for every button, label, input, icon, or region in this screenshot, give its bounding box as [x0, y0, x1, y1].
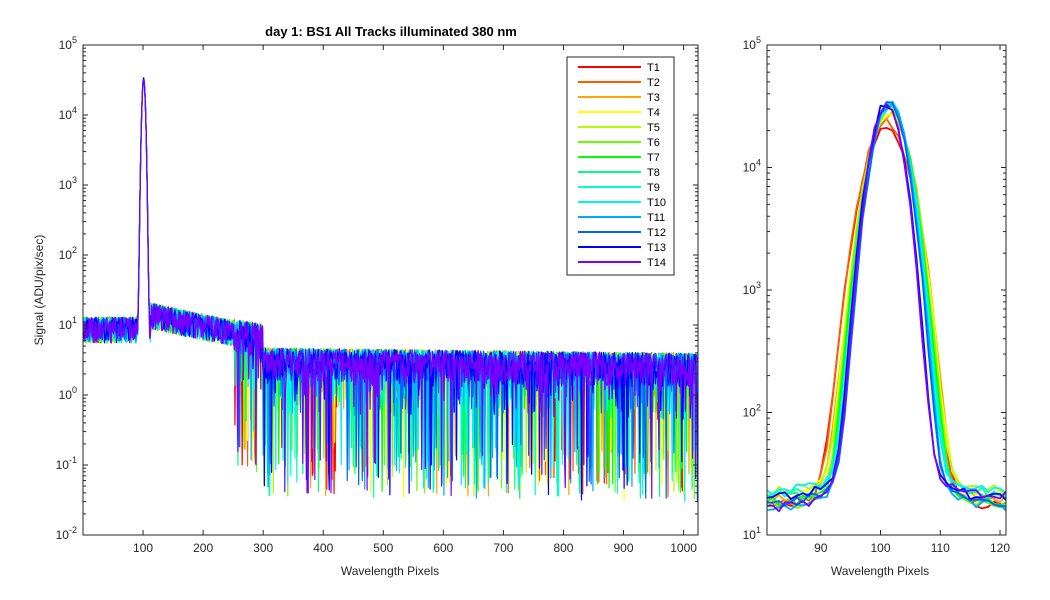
left-y-tick-label: 102	[59, 245, 77, 262]
left-x-tick-label: 300	[253, 541, 273, 555]
left-plot-lines	[83, 77, 698, 503]
legend-item: T9	[578, 182, 660, 194]
left-y-tick-label: 103	[59, 175, 77, 192]
legend-label: T7	[647, 152, 660, 164]
legend-label: T4	[647, 107, 660, 119]
legend-label: T10	[647, 197, 666, 209]
left-x-tick-label: 400	[313, 541, 333, 555]
right-y-axis: 101 102 103 104 105	[743, 35, 1006, 542]
right-y-tick-label: 103	[743, 280, 761, 297]
legend-box	[566, 56, 675, 276]
right-y-tick-label: 104	[743, 158, 761, 175]
left-x-tick-label: 1000	[670, 541, 697, 555]
left-y-tick-label: 104	[59, 105, 77, 122]
legend-item: T11	[578, 212, 665, 224]
legend-label: T11	[647, 212, 665, 224]
right-x-axis: 90 100 110 120	[814, 45, 1010, 555]
legend-item: T12	[578, 227, 666, 239]
legend: T1 T2 T3 T4 T5 T6 T7 T8 T9 T10 T11 T12 T13 T14	[566, 56, 675, 276]
legend-item: T3	[578, 92, 660, 104]
legend-item: T10	[578, 197, 666, 209]
left-plot: 100 200 300 400 500 600 700 800 900 1000 10-2 10-1…	[32, 35, 699, 578]
legend-label: T2	[647, 77, 660, 89]
legend-item: T1	[578, 62, 660, 74]
legend-label: T12	[647, 227, 666, 239]
right-y-tick-label: 101	[743, 525, 761, 542]
right-series-T12	[767, 101, 1006, 508]
left-y-tick-label: 105	[59, 35, 77, 52]
left-y-tick-label: 101	[59, 315, 77, 332]
legend-item: T13	[578, 242, 666, 254]
left-y-tick-label: 10-1	[56, 455, 77, 472]
right-plot-lines	[767, 100, 1006, 513]
left-x-axis-label: Wavelength Pixels	[341, 564, 439, 578]
right-y-tick-label: 102	[743, 403, 761, 420]
legend-label: T1	[647, 62, 660, 74]
legend-label: T14	[647, 257, 666, 269]
left-x-tick-label: 500	[373, 541, 393, 555]
legend-label: T6	[647, 137, 660, 149]
legend-item: T6	[578, 137, 660, 149]
right-x-tick-label: 120	[990, 541, 1010, 555]
right-series-T14	[767, 103, 1006, 513]
right-x-tick-label: 100	[871, 541, 891, 555]
right-y-tick-label: 105	[743, 35, 761, 52]
legend-label: T9	[647, 182, 660, 194]
legend-item: T7	[578, 152, 660, 164]
left-x-tick-label: 200	[193, 541, 213, 555]
left-y-tick-label: 100	[59, 385, 77, 402]
left-y-tick-label: 10-2	[56, 525, 77, 542]
left-x-axis: 100 200 300 400 500 600 700 800 900 1000	[133, 45, 697, 555]
chart-title: day 1: BS1 All Tracks illuminated 380 nm	[265, 24, 517, 39]
left-plot-frame	[82, 44, 699, 536]
right-x-tick-label: 110	[931, 541, 950, 555]
legend-item: T14	[578, 257, 666, 269]
legend-label: T8	[647, 167, 660, 179]
right-x-tick-label: 90	[814, 541, 828, 555]
legend-item: T8	[578, 167, 660, 179]
right-plot: 90 100 110 120 101 102 103 104 105 Wavelength P…	[743, 35, 1011, 578]
left-x-tick-label: 100	[133, 541, 153, 555]
left-x-tick-label: 900	[614, 541, 634, 555]
left-x-tick-label: 800	[553, 541, 573, 555]
legend-item: T5	[578, 122, 660, 134]
legend-label: T13	[647, 242, 666, 254]
left-series-T14	[83, 79, 698, 499]
legend-item: T4	[578, 107, 660, 119]
left-y-axis-label: Signal (ADU/pix/sec)	[32, 235, 46, 346]
left-y-axis: 10-2 10-1 100 101 102 103 104 105	[56, 35, 698, 542]
legend-item: T2	[578, 77, 660, 89]
left-x-tick-label: 600	[433, 541, 453, 555]
left-x-tick-label: 700	[493, 541, 513, 555]
legend-label: T5	[647, 122, 660, 134]
right-x-axis-label: Wavelength Pixels	[831, 564, 929, 578]
legend-label: T3	[647, 92, 660, 104]
